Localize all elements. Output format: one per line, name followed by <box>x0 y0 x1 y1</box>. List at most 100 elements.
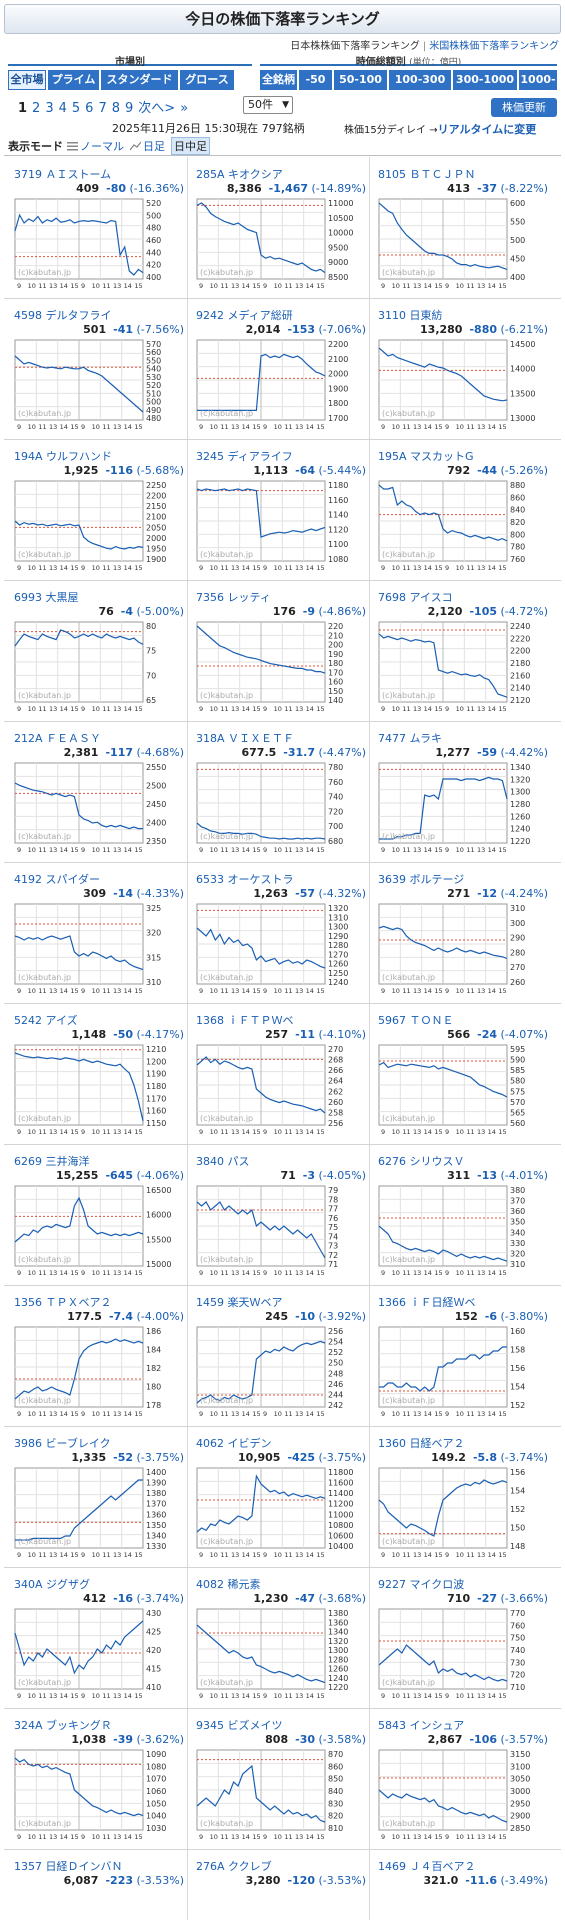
stock-cell[interactable]: 1469 Ｊ４百ベア２ 321.0 -11.6 (-3.49%) <box>370 1849 551 1920</box>
last-page-link[interactable]: » <box>180 101 189 116</box>
page-3[interactable]: 3 <box>45 101 54 116</box>
stock-name-link[interactable]: 4598 デルタフライ <box>14 307 112 323</box>
tab-prime[interactable]: プライム <box>48 70 99 90</box>
stock-cell[interactable]: 194A ウルフハンド 1,925 -116 (-5.68%) 2250 2200 215… <box>6 439 188 580</box>
stock-name-link[interactable]: 1357 日経ＤインバＮ <box>14 1858 123 1874</box>
stock-name-link[interactable]: 6276 シリウスＶ <box>378 1153 465 1169</box>
tab-all-market[interactable]: 全市場 <box>8 70 46 90</box>
us-ranking-link[interactable]: 米国株株価下落率ランキング <box>429 41 559 52</box>
per-page-select[interactable]: 50件 ▼ <box>243 96 293 114</box>
stock-cell[interactable]: 5967 ＴＯＮＥ 566 -24 (-4.07%) 595 590 585 580 575 5… <box>370 1003 551 1144</box>
stock-cell[interactable]: 4082 稀元素 1,230 -47 (-3.68%) 1380 1360 1340 132… <box>188 1567 370 1708</box>
stock-name-link[interactable]: 324A ブッキングＲ <box>14 1717 112 1733</box>
stock-name-link[interactable]: 3245 ディアライフ <box>196 448 293 464</box>
mode-normal[interactable]: ノーマル <box>67 138 124 154</box>
stock-cell[interactable]: 4192 スパイダー 309 -14 (-4.33%) 325 320 315 310 9 10… <box>6 862 188 1003</box>
page-6[interactable]: 6 <box>85 101 94 116</box>
refresh-prices-button[interactable]: 株価更新 <box>491 98 557 117</box>
stock-name-link[interactable]: 9345 ビズメイツ <box>196 1717 283 1733</box>
tab-growth[interactable]: グロース <box>180 70 234 90</box>
stock-cell[interactable]: 195A マスカットG 792 -44 (-5.26%) 880 860 840 820 80… <box>370 439 551 580</box>
stock-name-link[interactable]: 6533 オーケストラ <box>196 871 294 887</box>
stock-name-link[interactable]: 285A キオクシア <box>196 166 283 182</box>
stock-cell[interactable]: 7698 アイスコ 2,120 -105 (-4.72%) 2240 2220 2200 2… <box>370 580 551 721</box>
mode-intraday[interactable]: 日中足 <box>171 136 210 155</box>
stock-cell[interactable]: 6993 大黒屋 76 -4 (-5.00%) 80 75 70 65 9 10 11 13 14 15… <box>6 580 188 721</box>
tab-cap-over-1000[interactable]: 1000- <box>519 70 557 90</box>
tab-standard[interactable]: スタンダード <box>101 70 178 90</box>
stock-name-link[interactable]: 276A ククレブ <box>196 1858 272 1874</box>
stock-cell[interactable]: 9345 ビズメイツ 808 -30 (-3.58%) 870 860 850 840 830… <box>188 1708 370 1849</box>
stock-cell[interactable]: 285A キオクシア 8,386 -1,467 (-14.89%) 11000 1050… <box>188 157 370 298</box>
stock-cell[interactable]: 324A ブッキングＲ 1,038 -39 (-3.62%) 1090 1080 1070… <box>6 1708 188 1849</box>
stock-cell[interactable]: 3245 ディアライフ 1,113 -64 (-5.44%) 1180 1160 1140… <box>188 439 370 580</box>
stock-cell[interactable]: 5843 インシュア 2,867 -106 (-3.57%) 3150 3100 3050… <box>370 1708 551 1849</box>
stock-name-link[interactable]: 1459 楽天Ｗベア <box>196 1294 283 1310</box>
stock-cell[interactable]: 340A ジグザグ 412 -16 (-3.74%) 430 425 420 415 410 9… <box>6 1567 188 1708</box>
stock-name-link[interactable]: 3110 日東紡 <box>378 307 443 323</box>
page-2[interactable]: 2 <box>32 101 41 116</box>
stock-name-link[interactable]: 4062 イビデン <box>196 1435 272 1451</box>
stock-name-link[interactable]: 4082 稀元素 <box>196 1576 261 1592</box>
stock-name-link[interactable]: 1360 日経ベア２ <box>378 1435 465 1451</box>
page-7[interactable]: 7 <box>98 101 107 116</box>
stock-name-link[interactable]: 4192 スパイダー <box>14 871 100 887</box>
stock-cell[interactable]: 212A ＦＥＡＳＹ 2,381 -117 (-4.68%) 2550 2500 2450… <box>6 721 188 862</box>
stock-name-link[interactable]: 1366 ｉＦ日経Ｗベ <box>378 1294 476 1310</box>
stock-name-link[interactable]: 318A ＶＩＸＥＴＦ <box>196 730 294 746</box>
stock-name-link[interactable]: 1356 ＴＰＸベア２ <box>14 1294 112 1310</box>
stock-cell[interactable]: 9242 メディア総研 2,014 -153 (-7.06%) 2200 2100 200… <box>188 298 370 439</box>
page-9[interactable]: 9 <box>125 101 134 116</box>
stock-name-link[interactable]: 194A ウルフハンド <box>14 448 112 464</box>
tab-cap-300-1000[interactable]: 300-1000 <box>453 70 517 90</box>
stock-cell[interactable]: 6269 三井海洋 15,255 -645 (-4.06%) 16500 16000 15… <box>6 1144 188 1285</box>
stock-cell[interactable]: 1357 日経ＤインバＮ 6,087 -223 (-3.53%) <box>6 1849 188 1920</box>
stock-name-link[interactable]: 6993 大黒屋 <box>14 589 79 605</box>
stock-name-link[interactable]: 340A ジグザグ <box>14 1576 90 1592</box>
stock-cell[interactable]: 4598 デルタフライ 501 -41 (-7.56%) 570 560 550 540 53… <box>6 298 188 439</box>
stock-name-link[interactable]: 5843 インシュア <box>378 1717 464 1733</box>
stock-cell[interactable]: 3639 ボルテージ 271 -12 (-4.24%) 310 300 290 280 270… <box>370 862 551 1003</box>
stock-name-link[interactable]: 3639 ボルテージ <box>378 871 464 887</box>
stock-cell[interactable]: 1360 日経ベア２ 149.2 -5.8 (-3.74%) 156 154 152 150… <box>370 1426 551 1567</box>
tab-cap-all[interactable]: 全銘柄 <box>260 70 297 90</box>
stock-name-link[interactable]: 7698 アイスコ <box>378 589 453 605</box>
realtime-link[interactable]: リアルタイムに変更 <box>437 123 537 136</box>
stock-name-link[interactable]: 8105 ＢＴＣＪＰＮ <box>378 166 476 182</box>
stock-name-link[interactable]: 3719 ＡＩストーム <box>14 166 111 182</box>
stock-name-link[interactable]: 7356 レッティ <box>196 589 271 605</box>
stock-cell[interactable]: 3110 日東紡 13,280 -880 (-6.21%) 14500 14000 135… <box>370 298 551 439</box>
stock-cell[interactable]: 7356 レッティ 176 -9 (-4.86%) 220 210 200 190 180 17… <box>188 580 370 721</box>
stock-name-link[interactable]: 9227 マイクロ波 <box>378 1576 464 1592</box>
page-4[interactable]: 4 <box>58 101 67 116</box>
page-5[interactable]: 5 <box>71 101 81 116</box>
stock-cell[interactable]: 318A ＶＩＸＥＴＦ 677.5 -31.7 (-4.47%) 780 760 740 7… <box>188 721 370 862</box>
stock-cell[interactable]: 9227 マイクロ波 710 -27 (-3.66%) 770 760 750 740 730… <box>370 1567 551 1708</box>
